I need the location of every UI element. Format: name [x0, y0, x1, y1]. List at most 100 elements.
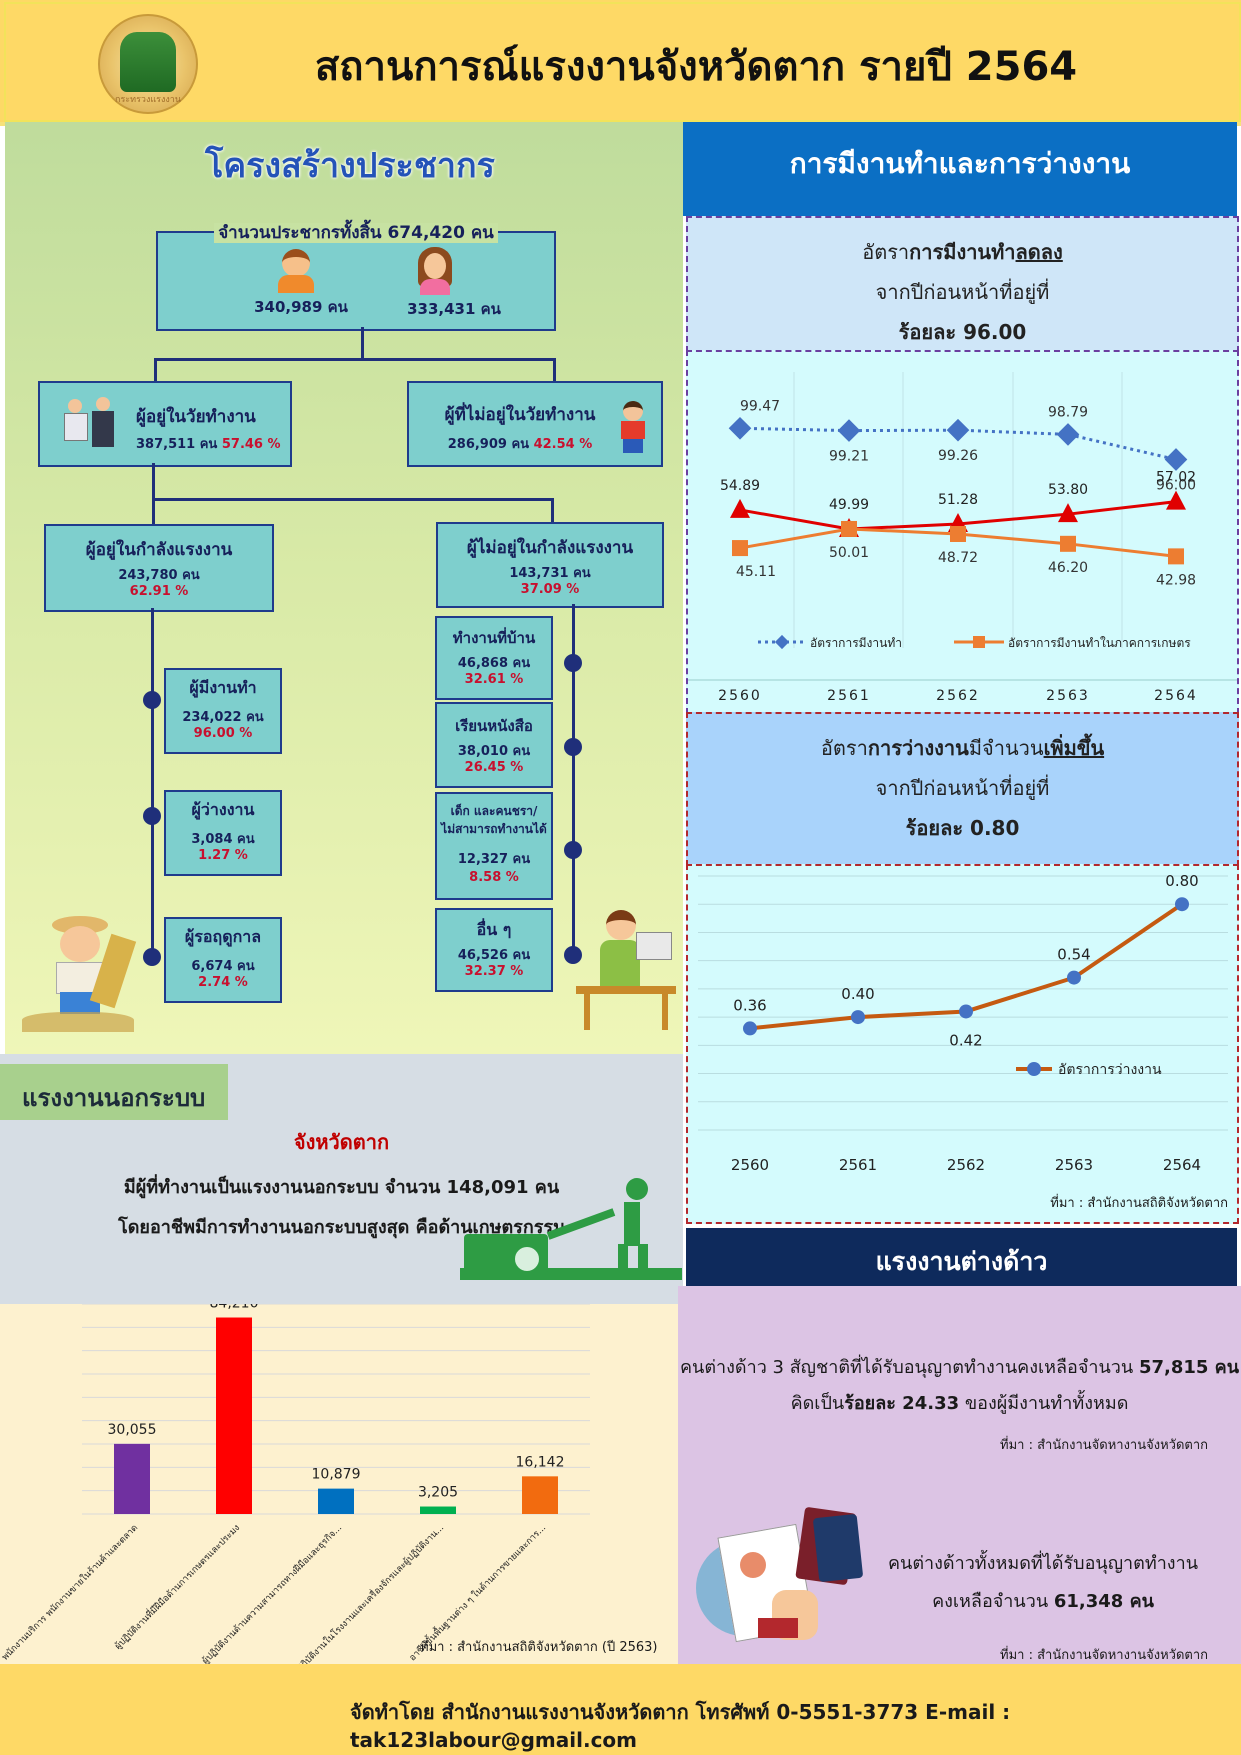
x-tick-label: 2560	[718, 688, 762, 704]
bar	[318, 1488, 354, 1514]
other-label: อื่น ๆ	[476, 920, 512, 939]
foreign-labor-panel: คนต่างด้าว 3 สัญชาติที่ได้รับอนุญาตทำงาน…	[678, 1286, 1241, 1664]
seasonal-box: ผู้รอฤดูกาล 6,674 คน 2.74 %	[164, 917, 282, 1003]
data-point-agriculture	[732, 540, 748, 557]
connector	[154, 358, 157, 382]
data-point-agriculture	[950, 525, 966, 542]
data-label-agriculture: 42.98	[1156, 572, 1196, 588]
foreign-p1-line1: คนต่างด้าว 3 สัญชาติที่ได้รับอนุญาตทำงาน…	[679, 1357, 1139, 1378]
data-point-agriculture	[1168, 548, 1184, 565]
not-labor-force-count: 143,731 คน	[509, 566, 591, 581]
working-age-pct: 57.46 %	[221, 437, 281, 452]
x-tick-label: 2561	[827, 688, 871, 704]
emp-rate-prefix: อัตรา	[862, 240, 910, 264]
employment-rate-summary: อัตราการมีงานทำลดลง จากปีก่อนหน้าที่อยู่…	[686, 216, 1239, 352]
informal-occupation-chart-panel: 30,055 พนักงานบริการ พนักงานขายในร้านค้าแ…	[0, 1296, 678, 1678]
legend-marker-unemployment	[1027, 1062, 1041, 1076]
child-elderly-pct: 8.58 %	[469, 870, 519, 885]
unemp-rate-prefix: อัตรา	[820, 736, 868, 760]
child-icon	[615, 401, 651, 455]
x-tick-label: 2564	[1163, 1156, 1201, 1174]
working-age-box: ผู้อยู่ในวัยทำงาน 387,511 คน 57.46 %	[38, 381, 292, 467]
not-labor-force-box: ผู้ไม่อยู่ในกำลังแรงงาน 143,731 คน 37.09…	[436, 522, 664, 608]
x-tick-label: 2562	[936, 688, 980, 704]
housework-box: ทำงานที่บ้าน 46,868 คน 32.61 %	[435, 616, 553, 700]
connector	[152, 463, 155, 525]
unemployment-rate-summary: อัตราการว่างงานมีจำนวนเพิ่มขึ้น จากปีก่อ…	[686, 712, 1239, 866]
data-label-unemployment: 0.42	[949, 1031, 982, 1049]
unemployment-chart-panel: 2560 2561 2562 2563 2564 0.36 0.40 0.42 0.54 0.80…	[686, 864, 1239, 1224]
x-tick-label: 2560	[731, 1156, 769, 1174]
other-count: 46,526 คน	[457, 948, 531, 963]
labor-force-count: 243,780 คน	[118, 568, 200, 583]
data-point-unemployment	[959, 1004, 973, 1019]
timeline-dot	[564, 654, 582, 672]
male-person-icon	[278, 249, 314, 293]
emp-rate-bold: การมีงานทำ	[909, 240, 1016, 264]
data-point-unemployment	[743, 1021, 757, 1036]
timeline-dot	[143, 691, 161, 709]
foreign-p1-count: 57,815 คน	[1138, 1357, 1240, 1378]
bar-value-label: 10,879	[312, 1467, 361, 1483]
informal-line-1: มีผู้ที่ทำงานเป็นแรงงานนอกระบบ จำนวน 148…	[123, 1177, 560, 1198]
x-tick-label: 2563	[1055, 1156, 1093, 1174]
foreign-labor-section-title: แรงงานต่างด้าว	[875, 1247, 1048, 1276]
data-point-rate	[1166, 490, 1186, 510]
bar-value-label: 30,055	[108, 1422, 157, 1438]
unemp-rate-line2: จากปีก่อนหน้าที่อยู่ที่	[875, 776, 1050, 800]
data-label-agriculture: 48.72	[938, 550, 978, 566]
x-tick-label: 2563	[1046, 688, 1090, 704]
employment-section-title: การมีงานทำและการว่างงาน	[789, 147, 1131, 180]
employment-line-chart: 2560 2561 2562 2563 2564 99.47 99.21 99.26 98.79…	[688, 372, 1237, 704]
child-elderly-label-1: เด็ก และคนชรา/	[450, 804, 538, 818]
data-point-rate	[1058, 503, 1078, 523]
study-label: เรียนหนังสือ	[455, 717, 533, 735]
working-age-count: 387,511 คน	[136, 437, 218, 452]
connector	[551, 498, 554, 522]
unemp-rate-direction: เพิ่มขึ้น	[1043, 736, 1105, 760]
not-labor-force-pct: 37.09 %	[520, 582, 580, 597]
male-count: 340,989 คน	[254, 298, 348, 316]
working-age-label: ผู้อยู่ในวัยทำงาน	[136, 407, 256, 427]
footer-bar: จัดทำโดย สำนักงานแรงงานจังหวัดตาก โทรศัพ…	[0, 1664, 1241, 1755]
emp-rate-line2: จากปีก่อนหน้าที่อยู่ที่	[875, 280, 1050, 304]
unemployed-box: ผู้ว่างงาน 3,084 คน 1.27 %	[164, 790, 282, 876]
employed-label: ผู้มีงานทำ	[189, 678, 257, 697]
not-labor-force-label: ผู้ไม่อยู่ในกำลังแรงงาน	[466, 538, 634, 558]
non-working-age-label: ผู้ที่ไม่อยู่ในวัยทำงาน	[444, 405, 596, 425]
unemployed-label: ผู้ว่างงาน	[191, 800, 255, 819]
housework-count: 46,868 คน	[457, 656, 531, 671]
data-label-unemployment: 0.36	[733, 996, 766, 1014]
office-workers-icon	[62, 395, 122, 455]
unemp-rate-value: ร้อยละ 0.80	[905, 816, 1020, 840]
passport-documents-icon	[696, 1506, 868, 1660]
data-point-unemployment	[1175, 897, 1189, 912]
employed-count: 234,022 คน	[182, 710, 264, 725]
timeline-dot	[143, 948, 161, 966]
connector	[361, 327, 364, 359]
data-label-employment: 98.79	[1048, 404, 1088, 420]
data-point-unemployment	[851, 1010, 865, 1025]
data-point-employment	[1164, 448, 1188, 471]
data-point-employment	[728, 416, 752, 440]
header-panel: กระทรวงแรงงาน สถานการณ์แรงงานจังหวัดตาก …	[4, 2, 1241, 122]
footer-contact-text: จัดทำโดย สำนักงานแรงงานจังหวัดตาก โทรศัพ…	[350, 1700, 1011, 1752]
seasonal-label: ผู้รอฤดูกาล	[184, 927, 262, 946]
unemployed-count: 3,084 คน	[191, 832, 255, 847]
non-working-age-box: ผู้ที่ไม่อยู่ในวัยทำงาน 286,909 คน 42.54…	[407, 381, 663, 467]
data-label-employment: 99.26	[938, 448, 978, 464]
legend-marker-employment	[774, 634, 790, 650]
data-label-agriculture: 46.20	[1048, 560, 1088, 576]
connector	[151, 608, 154, 958]
employment-chart-panel: 2560 2561 2562 2563 2564 99.47 99.21 99.26 98.79…	[686, 350, 1239, 714]
data-label-agriculture: 50.01	[829, 545, 869, 561]
informal-province: จังหวัดตาก	[293, 1130, 390, 1154]
foreign-p2-source: ที่มา : สำนักงานจัดหางานจังหวัดตาก	[1000, 1648, 1208, 1663]
data-label-rate: 53.80	[1048, 482, 1088, 498]
data-point-unemployment	[1067, 970, 1081, 985]
x-tick-label: 2561	[839, 1156, 877, 1174]
data-label-agriculture: 45.11	[736, 564, 776, 580]
data-label-employment: 96.00	[1156, 478, 1196, 494]
foreign-p2-line2-pre: คงเหลือจำนวน	[932, 1591, 1054, 1612]
